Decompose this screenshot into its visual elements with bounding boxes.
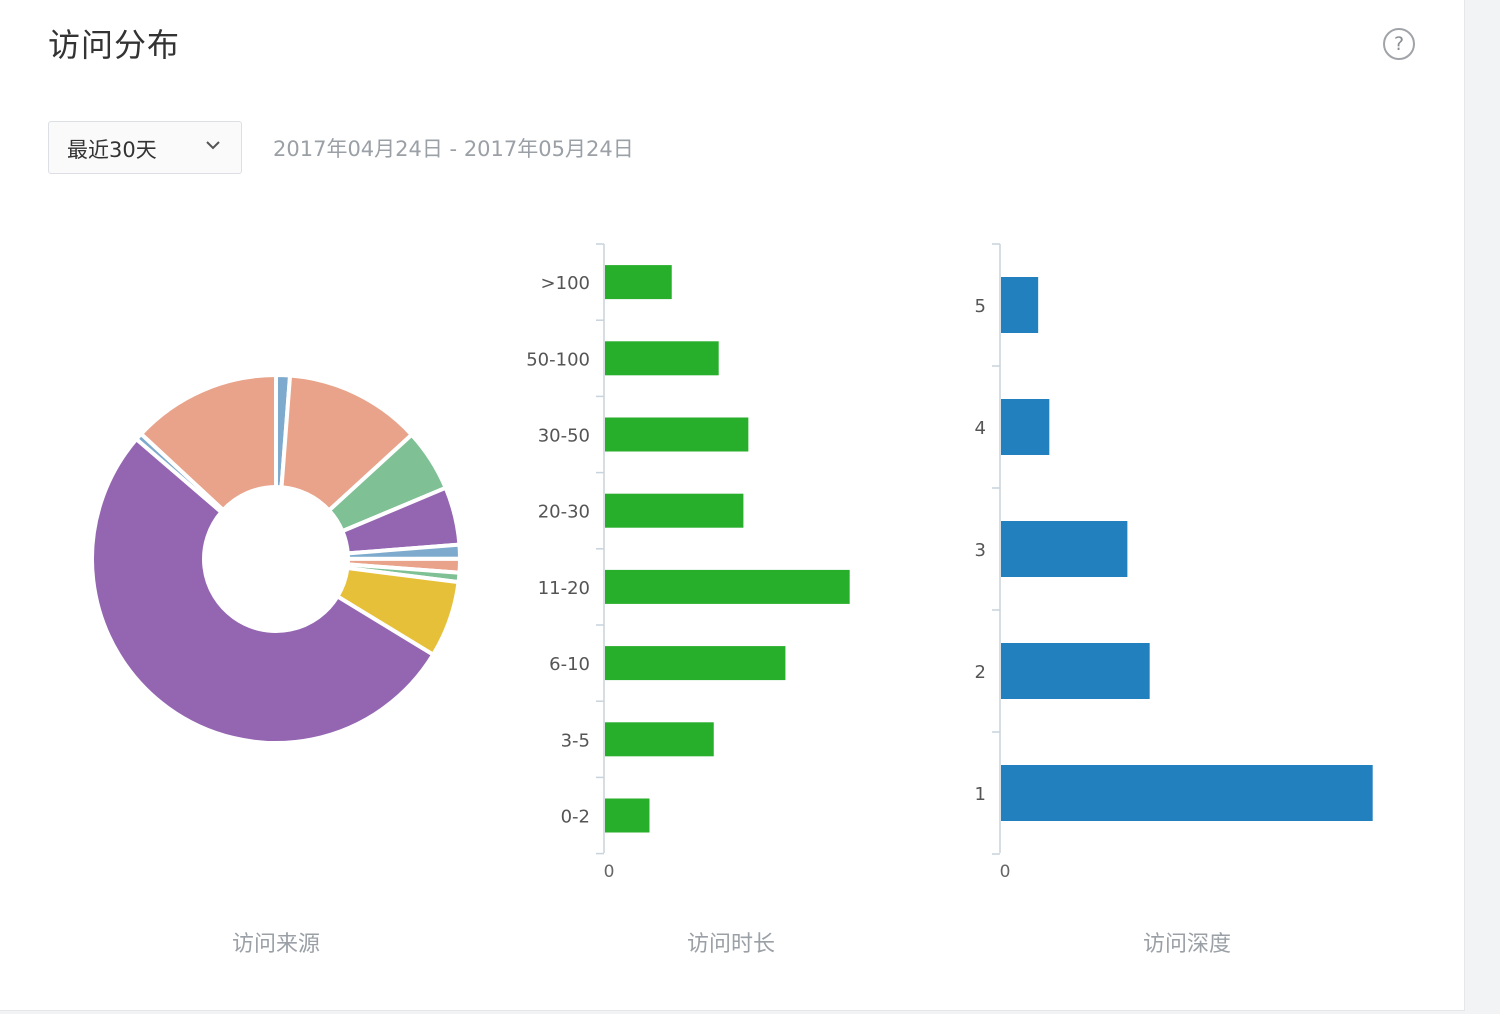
depth-x-tick-label: 0 <box>1000 862 1011 882</box>
duration-bar <box>605 646 786 681</box>
duration-category-label: 30-50 <box>538 426 590 447</box>
duration-category-label: 6-10 <box>549 654 590 675</box>
page-title: 访问分布 <box>48 26 181 64</box>
depth-category-label: 3 <box>975 540 986 561</box>
depth-chart-caption: 访问深度 <box>1142 932 1231 957</box>
chevron-down-icon <box>206 141 220 150</box>
depth-bar <box>1001 765 1373 821</box>
duration-x-tick-label: 0 <box>604 862 615 882</box>
visit-distribution-card: 访问分布 ? 最近30天 2017年04月24日 - 2017年05月24日 >… <box>0 0 1465 1011</box>
duration-bar <box>605 417 749 452</box>
depth-category-label: 4 <box>975 418 986 439</box>
duration-bar <box>605 341 719 376</box>
duration-category-label: >100 <box>541 273 590 294</box>
charts-canvas: >100 50-100 30-50 20-30 11-20 6-10 3-5 0-2 0 5 4 3 2… <box>90 243 1373 882</box>
duration-bar <box>605 493 744 528</box>
duration-category-label: 50-100 <box>526 349 590 370</box>
pie-slice-8 <box>90 437 436 745</box>
depth-category-label: 1 <box>975 784 986 805</box>
duration-bar <box>605 569 850 604</box>
pie-slice-10 <box>139 373 278 513</box>
depth-category-label: 5 <box>975 296 986 317</box>
duration-bar <box>605 798 650 833</box>
pie-slice-1 <box>279 373 414 513</box>
depth-bar <box>1001 399 1050 455</box>
duration-category-label: 0-2 <box>561 807 590 828</box>
help-icon[interactable]: ? <box>1383 28 1415 60</box>
source-chart-caption: 访问来源 <box>231 932 320 957</box>
date-range-select[interactable]: 最近30天 <box>48 121 242 174</box>
duration-category-label: 20-30 <box>538 502 590 523</box>
duration-category-label: 3-5 <box>561 730 590 751</box>
duration-bar <box>605 265 672 300</box>
duration-category-label: 11-20 <box>538 578 590 599</box>
date-range-select-value: 最近30天 <box>67 138 157 162</box>
date-range-text: 2017年04月24日 - 2017年05月24日 <box>273 137 634 161</box>
duration-chart-caption: 访问时长 <box>686 932 775 957</box>
depth-bar <box>1001 521 1128 577</box>
depth-category-label: 2 <box>975 662 986 683</box>
depth-bar <box>1001 643 1150 699</box>
duration-bar <box>605 722 714 757</box>
depth-bar <box>1001 277 1039 333</box>
